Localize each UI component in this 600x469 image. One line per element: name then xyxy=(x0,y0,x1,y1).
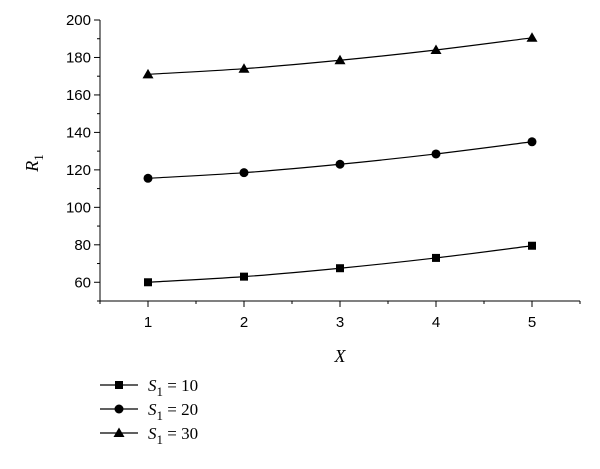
x-tick-label: 3 xyxy=(336,314,344,331)
legend-marker-circle xyxy=(114,404,124,414)
x-tick-label: 1 xyxy=(144,314,152,331)
data-point-circle xyxy=(335,159,345,169)
series-triangle xyxy=(142,32,538,79)
legend-label-value: = 30 xyxy=(163,424,198,443)
legend-label-sub: 1 xyxy=(157,432,164,447)
legend-item: S1 = 30 xyxy=(100,424,198,447)
data-point-circle xyxy=(143,173,153,183)
data-point-square xyxy=(432,253,440,262)
series-layer xyxy=(142,32,538,287)
y-axis-title-base: R xyxy=(22,161,42,173)
x-tick-label: 4 xyxy=(432,314,440,331)
y-tick-label: 100 xyxy=(66,199,91,216)
legend-marker-triangle xyxy=(113,427,125,437)
x-axis-title: X xyxy=(334,346,347,366)
legend-label-value: = 20 xyxy=(163,400,198,419)
legend-label-sub: 1 xyxy=(157,408,164,423)
x-tick-label: 5 xyxy=(528,314,536,331)
series-square xyxy=(144,241,536,287)
y-tick-label: 140 xyxy=(66,124,91,141)
y-tick-label: 80 xyxy=(74,237,91,254)
legend-label-value: = 10 xyxy=(163,376,198,395)
axes: 60 80 100 120 140 160 180 200 1 2 3 4 5 xyxy=(66,12,581,331)
legend-label-base: S xyxy=(148,400,157,419)
y-axis-title: R1 xyxy=(22,154,46,173)
legend-label: S1 = 20 xyxy=(148,400,198,423)
series-line xyxy=(147,245,533,283)
series-circle xyxy=(143,137,537,183)
legend-label: S1 = 10 xyxy=(148,376,198,399)
y-tick-label: 60 xyxy=(74,274,91,291)
x-tick-label: 2 xyxy=(240,314,248,331)
data-point-circle xyxy=(431,149,441,159)
legend-label: S1 = 30 xyxy=(148,424,198,447)
data-point-triangle xyxy=(142,68,154,79)
legend-label-base: S xyxy=(148,424,157,443)
y-axis-title-sub: 1 xyxy=(31,154,46,161)
data-point-circle xyxy=(239,168,249,178)
y-tick-label: 180 xyxy=(66,49,91,66)
data-point-square xyxy=(336,264,344,273)
data-point-square xyxy=(144,278,152,287)
data-point-triangle xyxy=(238,63,250,73)
legend-marker-square xyxy=(115,381,123,389)
data-point-triangle xyxy=(430,44,442,54)
data-point-square xyxy=(240,272,248,281)
legend-item: S1 = 20 xyxy=(100,400,198,423)
y-tick-label: 200 xyxy=(66,12,91,29)
legend-label-base: S xyxy=(148,376,157,395)
legend-item: S1 = 10 xyxy=(100,376,198,399)
data-point-square xyxy=(528,241,536,250)
data-point-triangle xyxy=(334,54,346,65)
data-point-triangle xyxy=(526,32,538,42)
y-tick-label: 160 xyxy=(66,87,91,104)
data-point-circle xyxy=(527,137,537,147)
legend-label-sub: 1 xyxy=(157,384,164,399)
y-tick-label: 120 xyxy=(66,162,91,179)
